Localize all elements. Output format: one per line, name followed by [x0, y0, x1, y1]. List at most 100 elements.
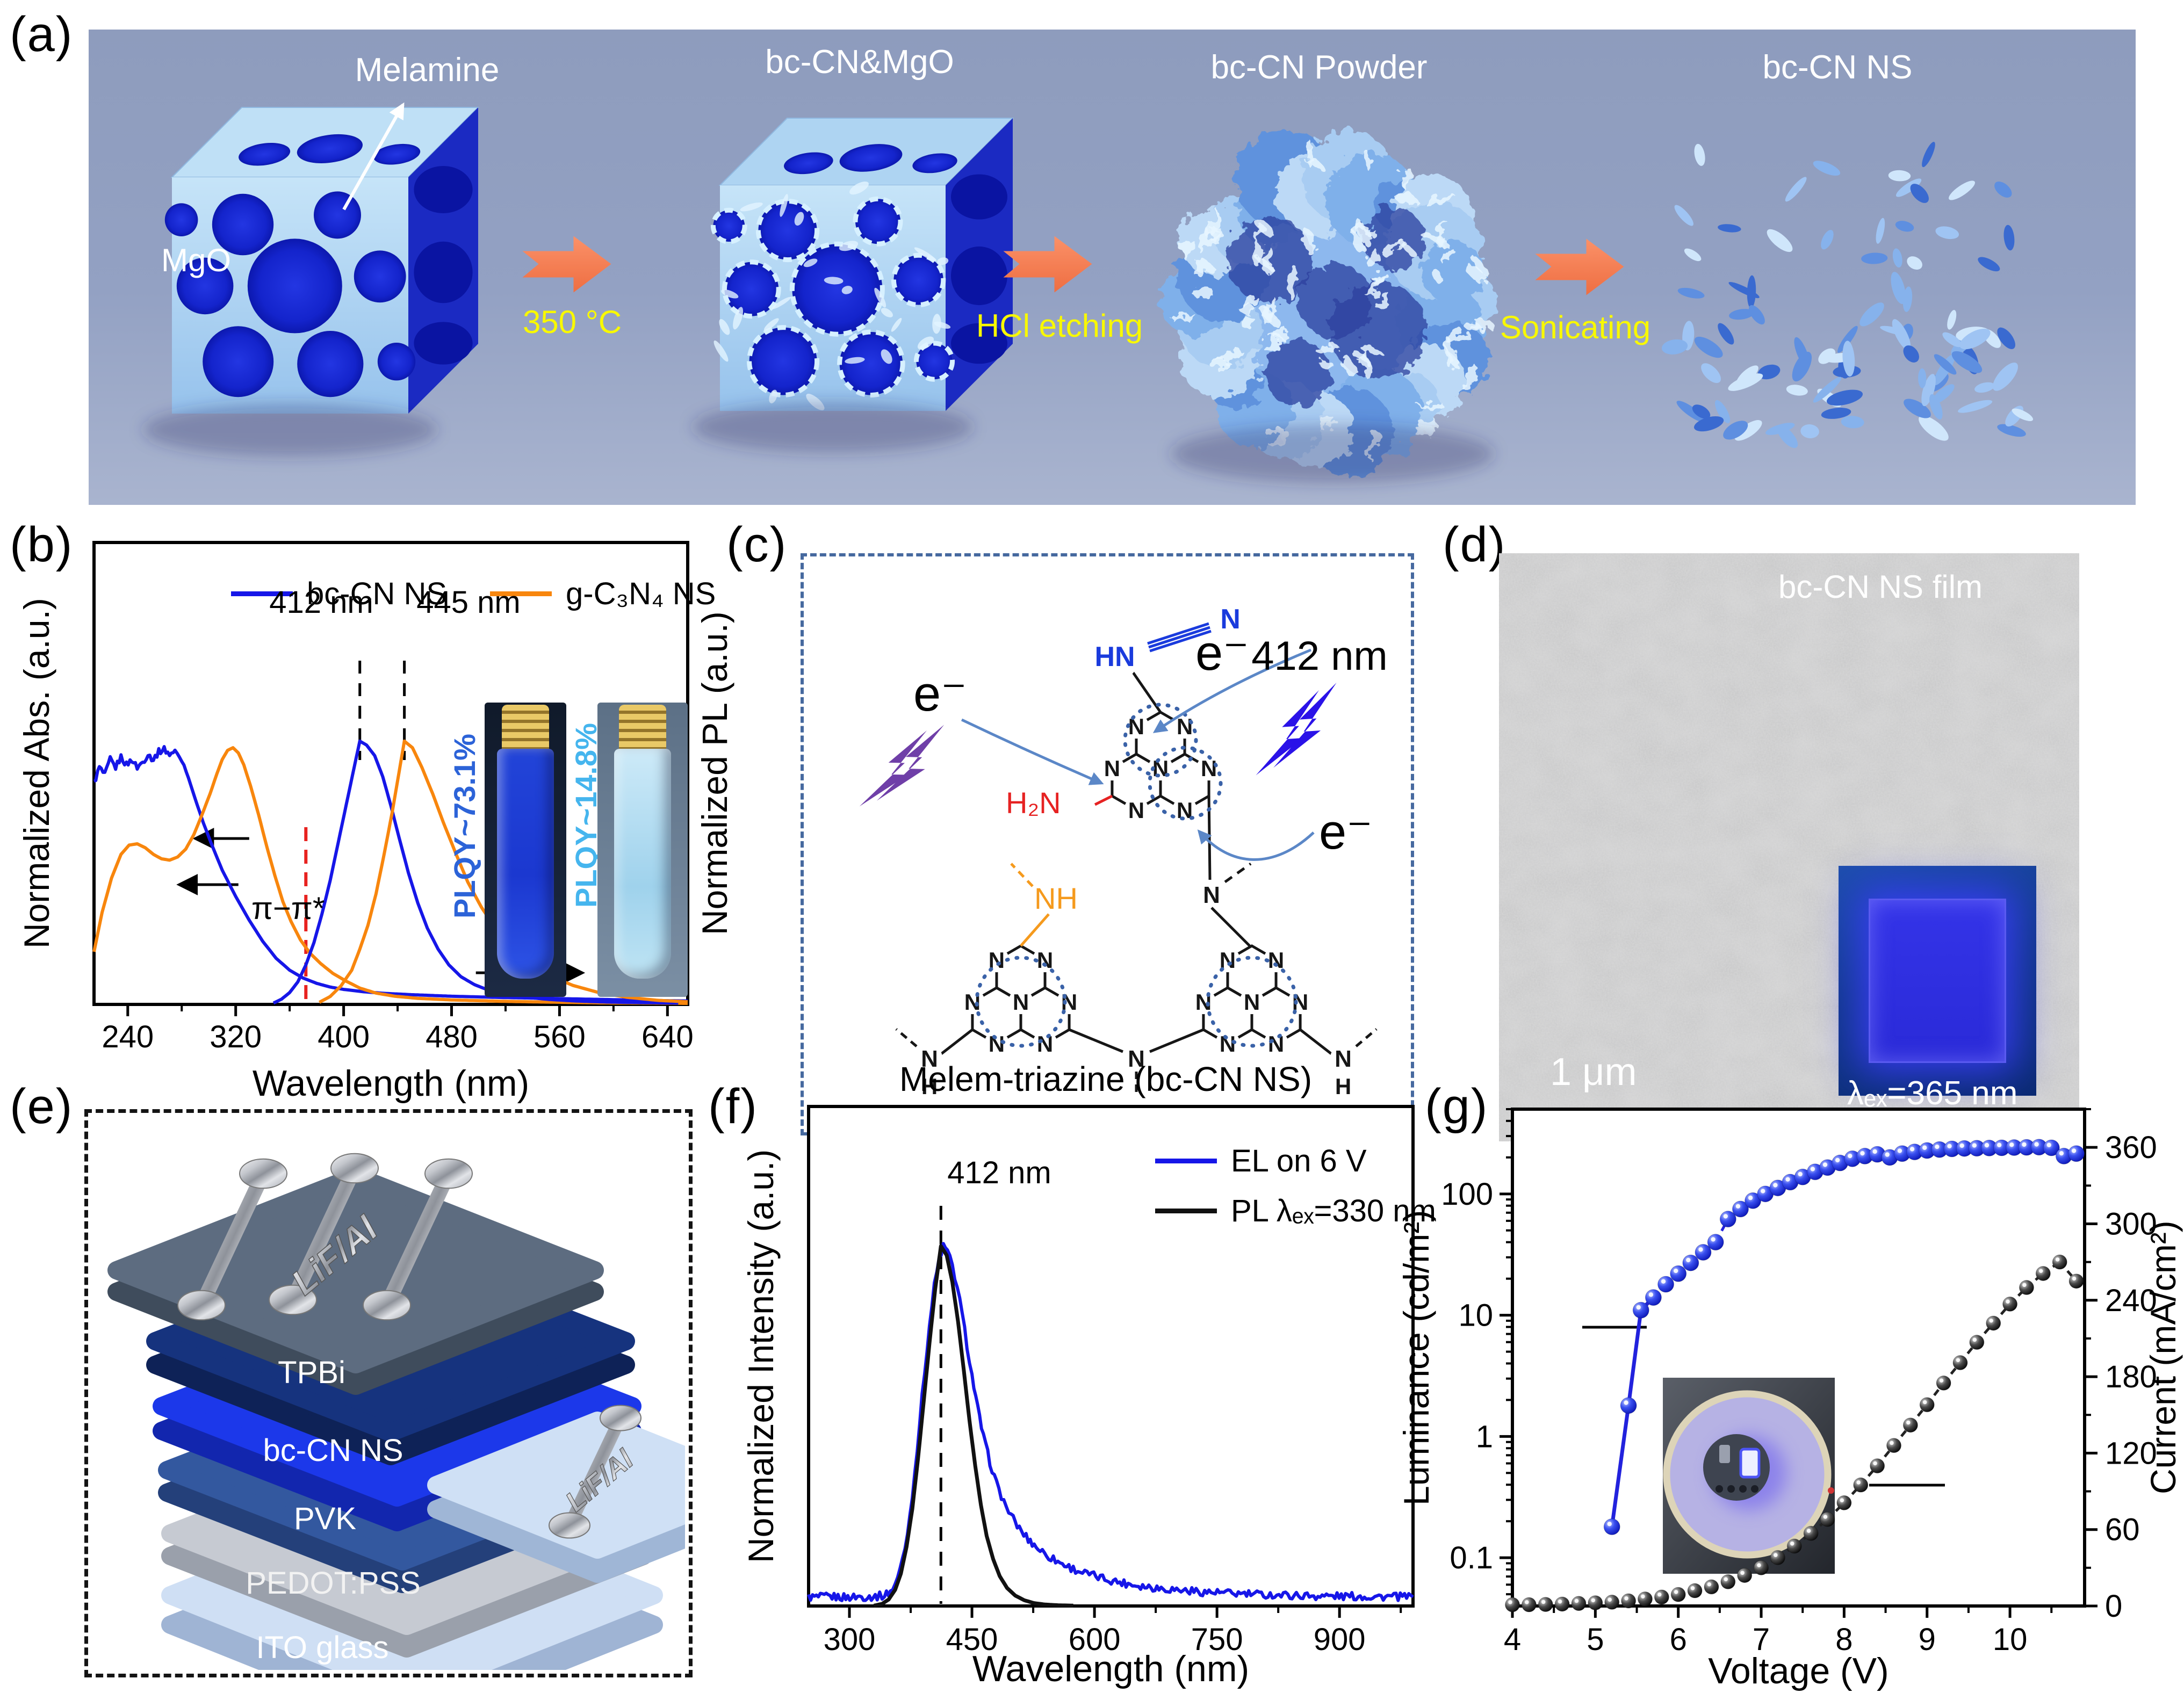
- panel-c-label: (c): [726, 517, 788, 572]
- svg-text:450: 450: [946, 1622, 998, 1657]
- amine-group-label: H₂N: [1006, 786, 1061, 820]
- stage-label-bccn-mgo: bc-CN&MgO: [765, 44, 954, 81]
- panel-e-label: (e): [10, 1079, 74, 1134]
- svg-text:N: N: [1220, 604, 1241, 635]
- bccn-powder-cube: [1160, 128, 1496, 476]
- svg-text:300: 300: [2105, 1206, 2157, 1241]
- svg-text:N: N: [1128, 714, 1144, 739]
- el-peak-label: 412 nm: [947, 1155, 1051, 1190]
- stage-label-bccn-ns: bc-CN NS: [1762, 49, 1913, 86]
- process-arrow-icon: [522, 236, 611, 293]
- absorption-pl-chart: 240 320 400 480 560 640: [92, 541, 694, 1054]
- scalebar-label: 1 μm: [1550, 1051, 1637, 1094]
- svg-text:TPBi: TPBi: [278, 1355, 345, 1390]
- svg-text:7: 7: [1753, 1622, 1770, 1657]
- chart-f-legend: EL on 6 V PL λₑₓ=330 nm: [1155, 1143, 1436, 1229]
- svg-text:N: N: [1013, 989, 1029, 1015]
- chart-g-ylabel-right: Current (mA/cm²): [2143, 1220, 2183, 1495]
- peak-label-412: 412 nm: [269, 585, 373, 620]
- panel-g-label: (g): [1425, 1079, 1489, 1134]
- svg-text:900: 900: [1314, 1622, 1366, 1657]
- glowing-film-chip: [1869, 899, 2006, 1063]
- structure-caption: Melem-triazine (bc-CN NS): [899, 1060, 1313, 1098]
- pi-pi-star-label: π−π*: [251, 891, 325, 926]
- device-photo-inset: [1663, 1378, 1835, 1574]
- chart-f-ylabel: Normalized Intensity (a.u.): [741, 1149, 781, 1564]
- svg-text:320: 320: [210, 1019, 262, 1054]
- vial-cap-icon: [502, 705, 549, 751]
- chart-g-ylabel-left: Luminance (cd/m²): [1396, 1210, 1436, 1506]
- sem-title: bc-CN NS film: [1778, 569, 1983, 605]
- device-structure-box: [84, 1109, 693, 1677]
- svg-text:PEDOT:PSS: PEDOT:PSS: [246, 1566, 421, 1601]
- step-label-sonicating: Sonicating: [1500, 309, 1651, 345]
- chart-b-ylabel-right: Normalized PL (a.u.): [695, 611, 734, 936]
- svg-text:60: 60: [2105, 1513, 2140, 1547]
- svg-text:N: N: [1268, 1031, 1284, 1057]
- legend-swatch-pl: [1155, 1209, 1217, 1213]
- svg-text:400: 400: [318, 1019, 370, 1054]
- mgo-template-cube: [164, 107, 480, 414]
- electron-label-right: e⁻: [1195, 626, 1249, 681]
- svg-text:N: N: [1177, 714, 1193, 739]
- svg-text:560: 560: [534, 1019, 586, 1054]
- svg-text:0.1: 0.1: [1450, 1540, 1493, 1575]
- svg-text:640: 640: [641, 1019, 694, 1054]
- bridge-nh-label: NH: [1034, 881, 1078, 915]
- vial-liquid-gc3n4: [614, 749, 671, 979]
- legend-swatch-gc3n4: [490, 591, 552, 596]
- panel-f-label: (f): [708, 1079, 758, 1134]
- svg-text:480: 480: [426, 1019, 478, 1054]
- step-label-hcl: HCl etching: [976, 308, 1143, 344]
- svg-text:H: H: [1335, 1074, 1351, 1099]
- process-arrow-icon: [1535, 238, 1624, 295]
- svg-text:750: 750: [1191, 1622, 1243, 1657]
- panel-a-label: (a): [10, 7, 74, 62]
- lightning-bolt-icon: [859, 725, 945, 807]
- svg-text:N: N: [989, 1031, 1005, 1057]
- svg-text:120: 120: [2105, 1436, 2157, 1471]
- svg-text:240: 240: [102, 1019, 154, 1054]
- svg-text:N: N: [1335, 1046, 1352, 1072]
- svg-text:N: N: [1244, 989, 1260, 1015]
- plqy-label-bccn: PLQY~73.1%: [448, 734, 481, 918]
- svg-text:10: 10: [1458, 1298, 1493, 1333]
- svg-text:5: 5: [1587, 1622, 1604, 1657]
- svg-text:N: N: [1203, 882, 1220, 908]
- svg-text:6: 6: [1670, 1622, 1687, 1657]
- electron-label-left: e⁻: [913, 667, 967, 721]
- svg-text:N: N: [1268, 947, 1284, 973]
- svg-text:8: 8: [1835, 1622, 1853, 1657]
- series-bc-CN NS PL: [272, 739, 679, 1005]
- peak-label-445: 445 nm: [416, 585, 521, 620]
- excitation-label: λₑₓ=365 nm: [1847, 1075, 2018, 1112]
- process-arrow-icon: [1003, 236, 1092, 293]
- emission-412-label: 412 nm: [1251, 633, 1388, 679]
- melamine-pointer-arrow: [342, 102, 405, 211]
- svg-text:N: N: [921, 1046, 938, 1072]
- vial-photo-gc3n4: [597, 703, 688, 997]
- synthesis-scheme-graphic: [143, 102, 2034, 483]
- stage-label-bccn-powder: bc-CN Powder: [1210, 49, 1428, 86]
- legend-item-gc3n4: g-C₃N₄ NS: [490, 576, 716, 612]
- legend-swatch-el: [1155, 1159, 1217, 1163]
- svg-text:HN: HN: [1094, 641, 1135, 672]
- svg-text:240: 240: [2105, 1283, 2157, 1318]
- mgo-label: MgO: [161, 242, 232, 278]
- luminance-current-chart: 4 5 6 7 8 9 10 0.1 1 10 100 0 60 120 180 240 300 360: [1441, 1108, 2157, 1657]
- svg-text:0: 0: [2105, 1589, 2122, 1624]
- uv-photo-inset: [1839, 866, 2036, 1096]
- legend-item-bccn: bc-CN NS: [231, 576, 447, 612]
- vial-photo-bccn: [485, 703, 566, 997]
- chart-b-legend: bc-CN NS g-C₃N₄ NS: [231, 576, 716, 612]
- vial-cap-icon: [619, 705, 666, 751]
- legend-label-el: EL on 6 V: [1231, 1144, 1367, 1178]
- svg-text:N: N: [1128, 1046, 1145, 1072]
- vial-liquid-bccn: [497, 749, 554, 979]
- electron-label-mid: e⁻: [1319, 805, 1373, 859]
- svg-text:H: H: [921, 1074, 938, 1099]
- svg-text:300: 300: [824, 1622, 876, 1657]
- svg-text:PVK: PVK: [294, 1501, 356, 1536]
